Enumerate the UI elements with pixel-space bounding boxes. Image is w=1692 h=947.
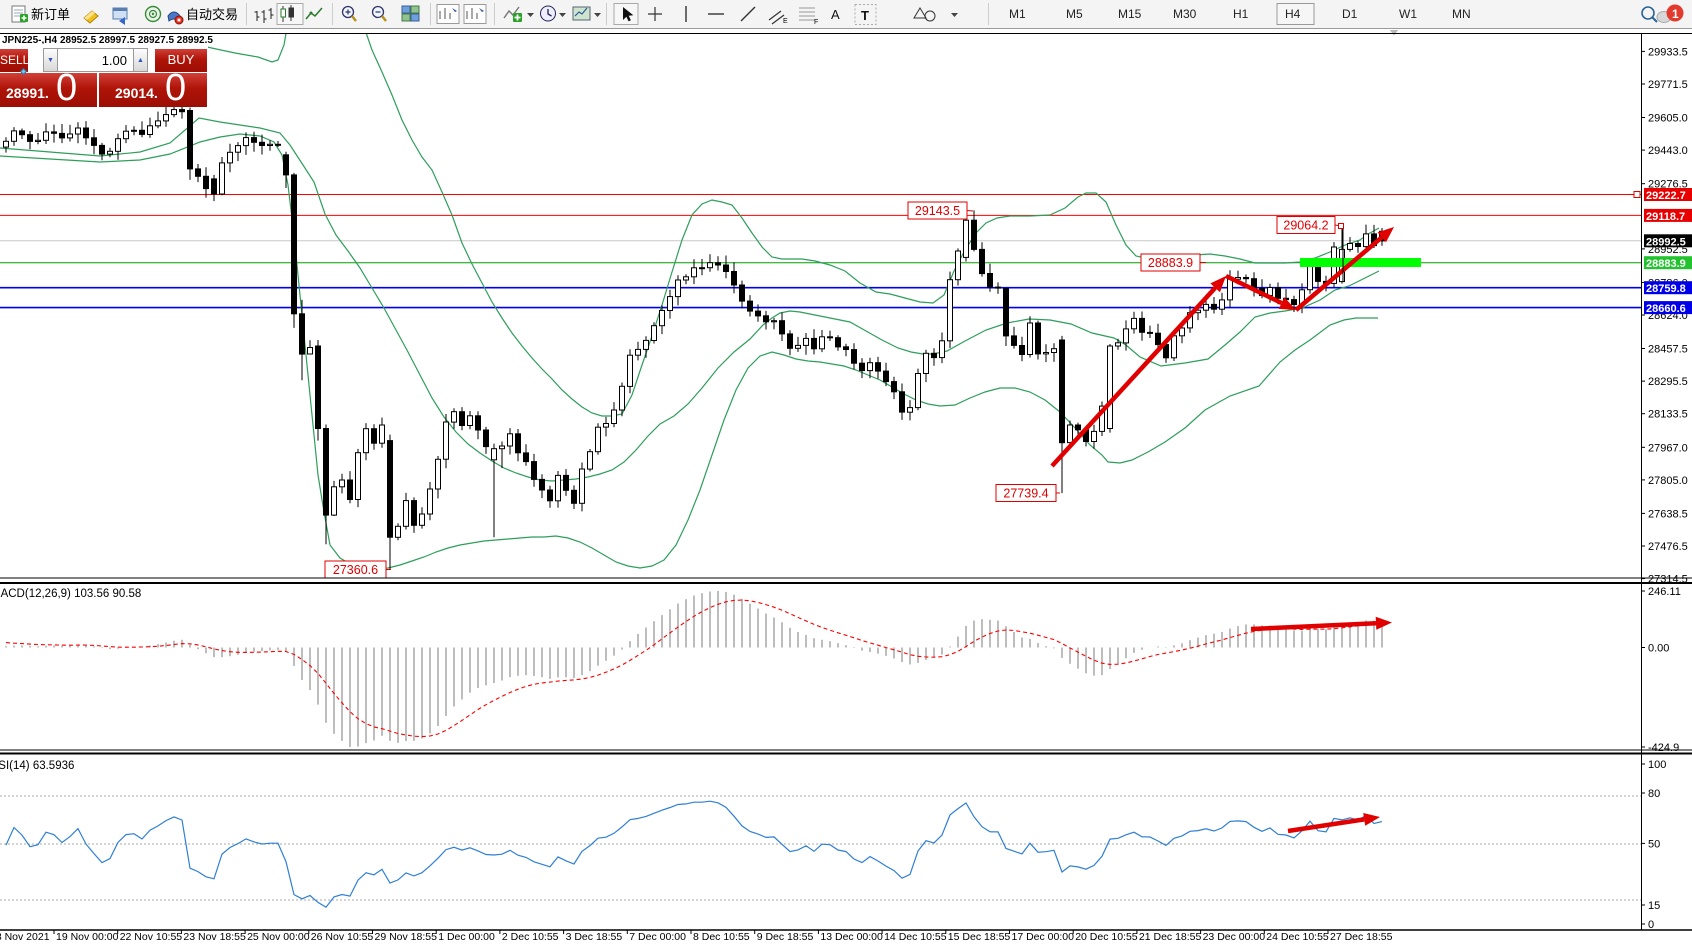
svg-text:29222.7: 29222.7 (1646, 190, 1686, 202)
svg-text:27967.0: 27967.0 (1648, 442, 1688, 454)
svg-text:1: 1 (1672, 7, 1679, 21)
svg-text:F: F (814, 19, 818, 26)
svg-text:7 Dec 00:00: 7 Dec 00:00 (629, 931, 686, 942)
svg-text:M30: M30 (1173, 7, 1197, 21)
svg-text:15: 15 (1648, 900, 1660, 912)
svg-text:MACD(12,26,9) 103.56 90.58: MACD(12,26,9) 103.56 90.58 (0, 588, 141, 600)
svg-text:M1: M1 (1009, 7, 1026, 21)
svg-text:MN: MN (1452, 7, 1471, 21)
svg-text:20 Dec 10:55: 20 Dec 10:55 (1075, 931, 1138, 942)
svg-text:24 Dec 10:55: 24 Dec 10:55 (1266, 931, 1329, 942)
svg-text:JPN225-,H4: JPN225-,H4 (2, 35, 57, 46)
svg-text:14 Dec 10:55: 14 Dec 10:55 (884, 931, 947, 942)
svg-text:0.00: 0.00 (1648, 643, 1669, 655)
svg-text:3 Dec 18:55: 3 Dec 18:55 (566, 931, 623, 942)
svg-text:19 Nov 00:00: 19 Nov 00:00 (56, 931, 119, 942)
svg-text:100: 100 (1648, 759, 1666, 771)
svg-text:29605.0: 29605.0 (1648, 113, 1688, 125)
svg-text:A: A (831, 7, 840, 22)
svg-text:28992.5: 28992.5 (1646, 236, 1686, 248)
svg-text:-424.9: -424.9 (1648, 742, 1679, 754)
svg-text:28660.6: 28660.6 (1646, 303, 1686, 315)
svg-text:29118.7: 29118.7 (1646, 211, 1685, 223)
svg-text:29933.5: 29933.5 (1648, 46, 1688, 58)
svg-text:28457.5: 28457.5 (1648, 344, 1688, 356)
svg-text:0: 0 (1648, 919, 1654, 931)
svg-text:13 Dec 00:00: 13 Dec 00:00 (820, 931, 883, 942)
svg-text:26 Nov 10:55: 26 Nov 10:55 (311, 931, 374, 942)
svg-text:28295.5: 28295.5 (1648, 376, 1688, 388)
svg-text:17 Dec 00:00: 17 Dec 00:00 (1012, 931, 1075, 942)
svg-text:27638.5: 27638.5 (1648, 508, 1688, 520)
svg-text:28952.5 28997.5 28927.5 28992.: 28952.5 28997.5 28927.5 28992.5 (60, 35, 213, 46)
svg-text:自动交易: 自动交易 (186, 7, 238, 22)
svg-text:27476.5: 27476.5 (1648, 541, 1688, 553)
svg-text:28759.8: 28759.8 (1646, 283, 1686, 295)
svg-text:29 Nov 18:55: 29 Nov 18:55 (375, 931, 438, 942)
svg-text:29064.2: 29064.2 (1283, 219, 1328, 233)
svg-text:27805.0: 27805.0 (1648, 475, 1688, 487)
svg-text:25 Nov 00:00: 25 Nov 00:00 (247, 931, 310, 942)
svg-text:18 Nov 2021: 18 Nov 2021 (0, 931, 50, 942)
svg-text:1 Dec 00:00: 1 Dec 00:00 (438, 931, 495, 942)
svg-text:RSI(14) 63.5936: RSI(14) 63.5936 (0, 760, 74, 772)
svg-text:28883.9: 28883.9 (1148, 256, 1193, 270)
svg-text:29276.5: 29276.5 (1648, 179, 1688, 191)
svg-text:50: 50 (1648, 838, 1660, 850)
svg-text:28883.9: 28883.9 (1646, 258, 1686, 270)
svg-text:M5: M5 (1066, 7, 1083, 21)
svg-text:H1: H1 (1233, 7, 1249, 21)
svg-text:2 Dec 10:55: 2 Dec 10:55 (502, 931, 559, 942)
svg-text:新订单: 新订单 (31, 7, 70, 22)
svg-text:21 Dec 18:55: 21 Dec 18:55 (1139, 931, 1202, 942)
svg-text:22 Nov 10:55: 22 Nov 10:55 (120, 931, 183, 942)
svg-text:15 Dec 18:55: 15 Dec 18:55 (948, 931, 1011, 942)
svg-text:23 Nov 18:55: 23 Nov 18:55 (183, 931, 246, 942)
svg-text:27314.5: 27314.5 (1648, 574, 1688, 586)
svg-text:27739.4: 27739.4 (1003, 487, 1048, 501)
svg-text:246.11: 246.11 (1648, 586, 1681, 598)
svg-text:H4: H4 (1285, 7, 1301, 21)
svg-text:M15: M15 (1118, 7, 1142, 21)
svg-text:29771.5: 29771.5 (1648, 79, 1688, 91)
svg-text:28133.5: 28133.5 (1648, 409, 1688, 421)
svg-text:T: T (861, 8, 869, 23)
svg-text:9 Dec 18:55: 9 Dec 18:55 (757, 931, 814, 942)
svg-text:27 Dec 18:55: 27 Dec 18:55 (1330, 931, 1393, 942)
svg-text:23 Dec 00:00: 23 Dec 00:00 (1203, 931, 1266, 942)
svg-text:29143.5: 29143.5 (915, 204, 960, 218)
svg-text:E: E (783, 18, 788, 25)
svg-text:8 Dec 10:55: 8 Dec 10:55 (693, 931, 750, 942)
svg-text:W1: W1 (1399, 7, 1417, 21)
svg-text:27360.6: 27360.6 (333, 563, 378, 577)
svg-text:80: 80 (1648, 788, 1660, 800)
svg-text:29443.0: 29443.0 (1648, 145, 1688, 157)
svg-text:D1: D1 (1342, 7, 1358, 21)
